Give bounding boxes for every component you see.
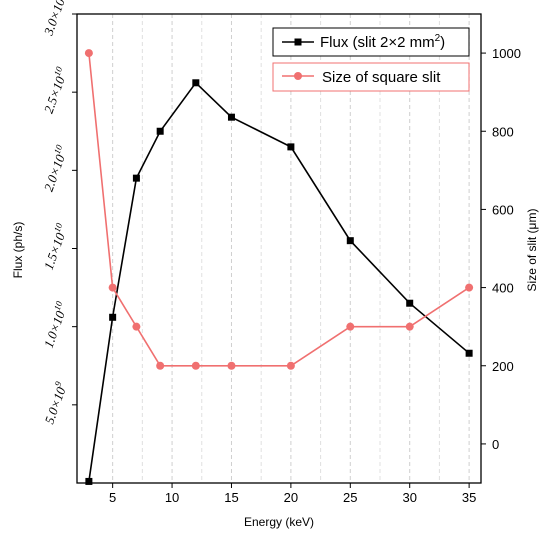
legend-label-size: Size of square slit [322, 69, 441, 86]
right-y-axis-title: Size of slit (μm) [525, 209, 539, 292]
right-tick-label-3: 600 [492, 202, 514, 217]
slit-size-point-3 [156, 361, 165, 370]
right-tick-label-2: 400 [492, 281, 514, 296]
series-group [84, 49, 474, 485]
flux-point-0 [85, 477, 93, 485]
x-tick-label-3: 20 [284, 490, 298, 505]
flux-point-5 [227, 113, 235, 121]
flux-point-9 [465, 349, 473, 357]
flux-point-8 [406, 299, 414, 307]
flux-point-4 [192, 79, 200, 87]
left-y-axis-title: Flux (ph/s) [11, 222, 25, 279]
legend-marker-size [294, 72, 302, 80]
legend-label-flux: Flux (slit 2×2 mm2) [320, 33, 445, 51]
right-tick-label-0: 0 [492, 437, 499, 452]
flux-point-1 [109, 313, 117, 321]
x-axis: 5 10 15 20 25 30 35 [109, 483, 476, 505]
x-tick-label-4: 25 [343, 490, 357, 505]
x-tick-label-5: 30 [402, 490, 416, 505]
left-tick-label-4: 2.5×1010 [39, 65, 71, 115]
slit-size-point-0 [84, 49, 93, 58]
left-y-axis: 5.0×109 1.0×1010 1.5×1010 2.0×1010 2.5×1010 3… [38, 0, 77, 426]
left-tick-label-2: 1.5×1010 [39, 221, 71, 271]
slit-size-point-2 [132, 322, 141, 331]
right-tick-label-4: 800 [492, 124, 514, 139]
legend: Flux (slit 2×2 mm2) Size of square slit [272, 27, 470, 92]
flux-point-3 [156, 127, 164, 135]
flux-point-2 [132, 174, 140, 182]
slit-size-point-9 [465, 283, 474, 292]
x-tick-label-1: 10 [165, 490, 179, 505]
left-tick-label-1: 1.0×1010 [39, 299, 71, 349]
slit-size-point-7 [346, 322, 355, 331]
x-tick-label-6: 35 [462, 490, 476, 505]
series-line-1 [88, 53, 470, 367]
right-tick-label-5: 1000 [492, 46, 521, 61]
vertical-grid [112, 14, 470, 483]
legend-marker-flux [294, 38, 302, 46]
slit-size-point-6 [286, 361, 295, 370]
flux-point-7 [346, 237, 354, 245]
x-tick-label-0: 5 [109, 490, 116, 505]
right-tick-label-1: 200 [492, 359, 514, 374]
slit-size-point-8 [405, 322, 414, 331]
x-tick-label-2: 15 [224, 490, 238, 505]
slit-size-point-5 [227, 361, 236, 370]
slit-size-point-4 [191, 361, 200, 370]
left-tick-label-3: 2.0×1010 [39, 143, 71, 193]
series-line-0 [88, 81, 470, 482]
flux-point-6 [287, 143, 295, 151]
left-tick-label-0: 5.0×109 [40, 380, 71, 426]
slit-size-point-1 [108, 283, 117, 292]
left-tick-label-5: 3.0×1010 [38, 0, 71, 38]
legend-box-size [272, 62, 470, 92]
right-y-axis: 0 200 400 600 800 1000 [481, 46, 521, 452]
x-axis-title: Energy (keV) [244, 515, 314, 529]
